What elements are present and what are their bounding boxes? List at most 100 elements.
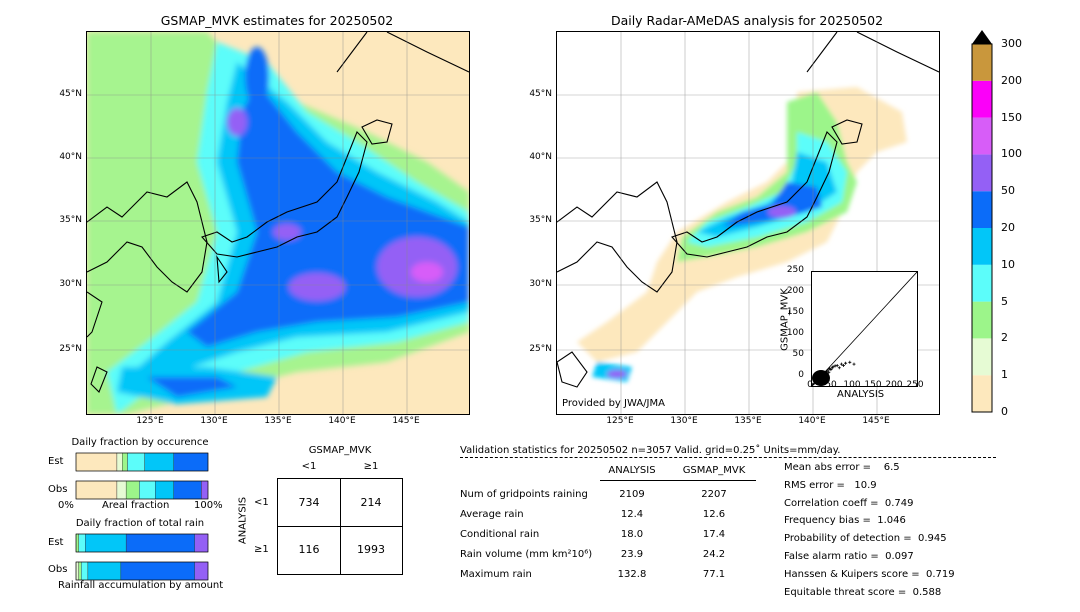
colorbar-tick-label: 1 — [1001, 368, 1008, 382]
colorbar-tick-label: 300 — [1001, 37, 1022, 50]
colorbar-tick-label: 100 — [1001, 147, 1022, 161]
scatter-point — [831, 365, 835, 369]
scatter-plot — [811, 271, 918, 387]
total-rain-row-label: Est — [48, 537, 64, 548]
validation-row-value: 17.4 — [702, 529, 726, 540]
stacked-segment — [75, 533, 79, 553]
stacked-segment — [122, 452, 128, 472]
scatter-ytick: 200 — [786, 286, 804, 296]
occurrence-axis-left: 0% — [58, 500, 74, 511]
right-map: ANALYSIS Provided by JWA/JMA — [556, 31, 940, 415]
left-lat-tick: 25°N — [59, 344, 82, 354]
colorbar — [971, 30, 993, 413]
validation-header: Validation statistics for 20250502 n=305… — [460, 445, 841, 456]
stacked-segment — [194, 533, 209, 553]
scatter-xtick: 0 — [807, 380, 813, 390]
total-rain-row-label: Obs — [48, 564, 68, 575]
validation-row-label: Average rain — [460, 509, 524, 520]
validation-score: Hanssen & Kuipers score = 0.719 — [784, 568, 955, 580]
validation-score: False alarm ratio = 0.097 — [784, 551, 914, 562]
total-rain-footer: Rainfall accumulation by amount — [58, 580, 224, 591]
left-map-title: GSMAP_MVK estimates for 20250502 — [160, 13, 394, 28]
scatter-ytick: 50 — [792, 349, 804, 359]
validation-divider — [460, 457, 996, 458]
validation-score: Equitable threat score = 0.588 — [784, 586, 942, 598]
occurrence-bars — [75, 452, 209, 500]
total-rain-bars — [75, 533, 209, 581]
colorbar-segment — [972, 191, 992, 228]
stacked-segment — [116, 480, 127, 500]
scatter-xlabel: ANALYSIS — [837, 389, 885, 400]
scatter-point — [829, 368, 833, 372]
scatter-ytick: 150 — [786, 307, 804, 317]
contingency-table: 734 214 116 1993 — [277, 478, 403, 575]
validation-row-value: 132.8 — [617, 569, 647, 580]
right-precip-field — [557, 32, 939, 414]
occurrence-row-label: Obs — [48, 484, 68, 495]
stacked-segment — [87, 561, 122, 581]
validation-col-b: GSMAP_MVK — [682, 465, 746, 476]
stacked-segment — [78, 561, 82, 581]
scatter-point — [835, 363, 839, 367]
validation-score: Probability of detection = 0.945 — [784, 533, 947, 545]
validation-row-value: 2109 — [619, 489, 645, 500]
validation-row-label: Maximum rain — [460, 569, 532, 580]
scatter-point — [852, 362, 856, 366]
left-lat-tick: 45°N — [59, 89, 82, 99]
scatter-point — [833, 364, 837, 368]
occurrence-axis-right: 100% — [194, 500, 223, 511]
scatter-xtick: 250 — [906, 380, 924, 390]
scatter-point — [827, 370, 831, 374]
left-lon-tick: 130°E — [200, 416, 228, 426]
scatter-xtick: 200 — [885, 380, 903, 390]
validation-score: Correlation coeff = 0.749 — [784, 497, 914, 509]
stacked-segment — [201, 480, 209, 500]
validation-row-value: 12.4 — [620, 509, 644, 520]
colorbar-tick-label: 0 — [1001, 405, 1008, 418]
colorbar-segment — [972, 375, 992, 412]
scatter-ytick: 0 — [798, 370, 804, 380]
colorbar-tick-label: 50 — [1001, 184, 1015, 198]
colorbar-segment — [972, 154, 992, 192]
validation-row-value: 12.6 — [702, 509, 726, 520]
left-lat-tick: 30°N — [59, 279, 82, 289]
validation-row-value: 2207 — [701, 489, 727, 500]
validation-score: Mean abs error = 6.5 — [784, 462, 900, 473]
colorbar-segment — [972, 117, 992, 155]
scatter-inset — [811, 271, 918, 387]
scatter-point — [839, 362, 843, 366]
colorbar-tick-label: 200 — [1001, 73, 1022, 87]
occurrence-row-label: Est — [48, 456, 64, 467]
stacked-segment — [125, 533, 195, 553]
left-lon-tick: 135°E — [264, 416, 292, 426]
validation-row-value: 18.0 — [620, 529, 644, 540]
right-lat-tick: 25°N — [529, 344, 552, 354]
left-precip-field — [87, 32, 469, 414]
colorbar-segment — [972, 264, 992, 302]
left-lat-tick: 40°N — [59, 152, 82, 162]
contingency-cell: 214 — [360, 496, 382, 509]
scatter-dense-cluster — [812, 370, 830, 386]
validation-row-label: Rain volume (mm km²10⁶) — [460, 549, 593, 560]
right-lon-tick: 140°E — [798, 416, 826, 426]
validation-row-value: 24.2 — [702, 549, 726, 560]
stacked-segment — [120, 561, 195, 581]
contingency-cell: 116 — [298, 543, 320, 556]
scatter-point — [837, 366, 841, 370]
validation-row-value: 23.9 — [620, 549, 644, 560]
stacked-segment — [78, 533, 86, 553]
scatter-xtick: 100 — [843, 380, 861, 390]
stacked-segment — [125, 480, 140, 500]
scatter-ytick: 250 — [786, 265, 804, 275]
stacked-segment — [139, 480, 156, 500]
scatter-point — [848, 360, 852, 364]
contingency-cell: 734 — [298, 496, 320, 509]
stacked-segment — [75, 561, 79, 581]
colorbar-segment — [972, 301, 992, 339]
stacked-segment — [85, 533, 127, 553]
colorbar-segment — [972, 44, 992, 81]
stacked-segment — [144, 452, 174, 472]
stacked-segment — [81, 561, 89, 581]
scatter-point — [842, 363, 845, 367]
occurrence-title: Daily fraction by occurence — [71, 437, 209, 448]
